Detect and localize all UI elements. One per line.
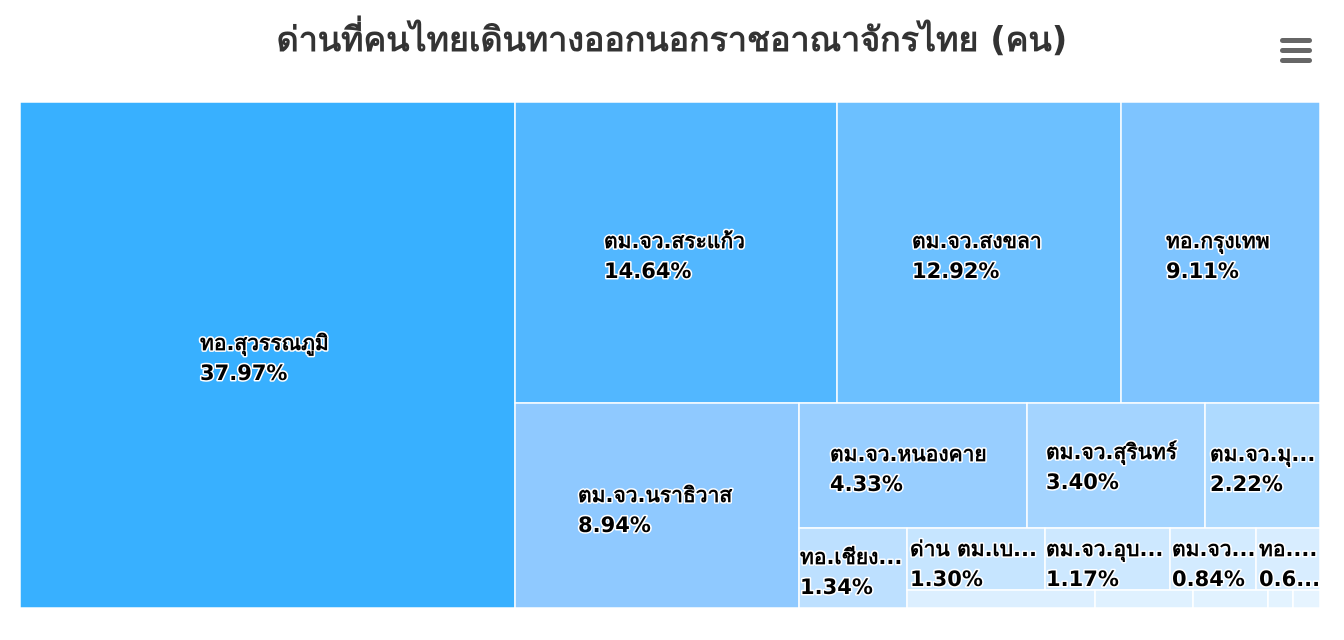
hamburger-menu-icon[interactable] [1276,34,1316,68]
treemap-cell-label: ด่าน ตม.เบ... [910,537,1037,561]
treemap-cell-label: ทอ.สุวรรณภูมิ [200,331,329,357]
treemap-cell-rect[interactable] [1204,402,1321,529]
treemap-cell[interactable] [906,589,1096,609]
treemap-cell[interactable]: ด่าน ตม.เบ... 1.30% [906,527,1046,593]
treemap-cell[interactable] [1094,589,1194,609]
treemap-cell-rect[interactable] [19,101,516,609]
treemap-cell-percent: 37.97% [200,361,287,385]
treemap-cell-percent: 1.17% [1046,567,1119,591]
treemap-cell-rect[interactable] [798,402,1028,529]
treemap-cell-label: ตม.จว.สระแก้ว [604,229,745,253]
treemap-cell-rect[interactable] [1094,589,1194,609]
treemap-cell-percent: 4.33% [830,472,903,496]
treemap-cell-percent: 3.40% [1046,470,1119,494]
treemap-cell[interactable]: ทอ.... 0.6... [1255,527,1322,593]
treemap-cell[interactable]: ทอ.เชียง... 1.34% [798,527,908,609]
treemap-cell-label: ตม.จว.อุบ... [1046,537,1163,563]
treemap-cell-percent: 0.84% [1172,567,1245,591]
treemap-cell-percent: 0.6... [1259,567,1320,591]
treemap-cell[interactable] [1192,589,1269,609]
treemap-cell-label: ตม.จว.สุรินทร์ [1046,440,1178,466]
treemap-cell-rect[interactable] [1292,589,1321,609]
treemap-cell-label: ทอ.กรุงเทพ [1166,229,1270,255]
treemap-cell-rect[interactable] [514,101,838,404]
treemap-cell[interactable] [1292,589,1321,609]
treemap-cell-label: ตม.จว... [1172,537,1256,561]
treemap-cell-percent: 9.11% [1166,259,1239,283]
treemap-cell-percent: 12.92% [912,259,999,283]
treemap-cell-rect[interactable] [1192,589,1269,609]
treemap-cell-label: ทอ.... [1259,537,1317,561]
treemap-cell-label: ตม.จว.มุ... [1210,442,1315,468]
treemap-cell[interactable]: ตม.จว.มุ... 2.22% [1204,402,1321,529]
treemap-cell-rect[interactable] [1026,402,1206,529]
treemap-cell[interactable]: ตม.จว.สงขลา 12.92% [836,101,1122,404]
treemap-cell-rect[interactable] [906,589,1096,609]
treemap-cell[interactable] [1267,589,1294,609]
treemap-cell-percent: 1.34% [800,575,873,599]
treemap-cell[interactable]: ตม.จว.นราธิวาส 8.94% [514,402,800,609]
treemap-cell[interactable]: ตม.จว... 0.84% [1169,527,1257,593]
treemap-cell-percent: 14.64% [604,259,691,283]
treemap-cell-rect[interactable] [1255,527,1321,591]
treemap-cell[interactable]: ทอ.กรุงเทพ 9.11% [1120,101,1321,404]
treemap-cell-rect[interactable] [1169,527,1257,591]
treemap-cell[interactable]: ทอ.สุวรรณภูมิ 37.97% [19,101,516,609]
treemap-cell-label: ตม.จว.สงขลา [912,229,1042,253]
treemap-cell[interactable]: ตม.จว.สุรินทร์ 3.40% [1026,402,1206,529]
treemap-cell-rect[interactable] [1044,527,1171,591]
chart-title: ด่านที่คนไทยเดินทางออกนอกราชอาณาจักรไทย … [276,20,1068,60]
treemap-cell-rect[interactable] [514,402,800,609]
treemap-cell-label: ตม.จว.นราธิวาส [578,483,732,507]
treemap-cell-rect[interactable] [1267,589,1294,609]
treemap-cell-rect[interactable] [1120,101,1321,404]
treemap-cell[interactable]: ตม.จว.สระแก้ว 14.64% [514,101,838,404]
treemap-cell[interactable]: ตม.จว.อุบ... 1.17% [1044,527,1171,593]
treemap-cell-percent: 8.94% [578,513,651,537]
treemap-cell-label: ตม.จว.หนองคาย [830,442,987,466]
treemap-cell[interactable]: ตม.จว.หนองคาย 4.33% [798,402,1028,529]
treemap-cell-label: ทอ.เชียง... [800,545,902,569]
treemap-cell-percent: 1.30% [910,567,983,591]
treemap-cell-percent: 2.22% [1210,472,1283,496]
